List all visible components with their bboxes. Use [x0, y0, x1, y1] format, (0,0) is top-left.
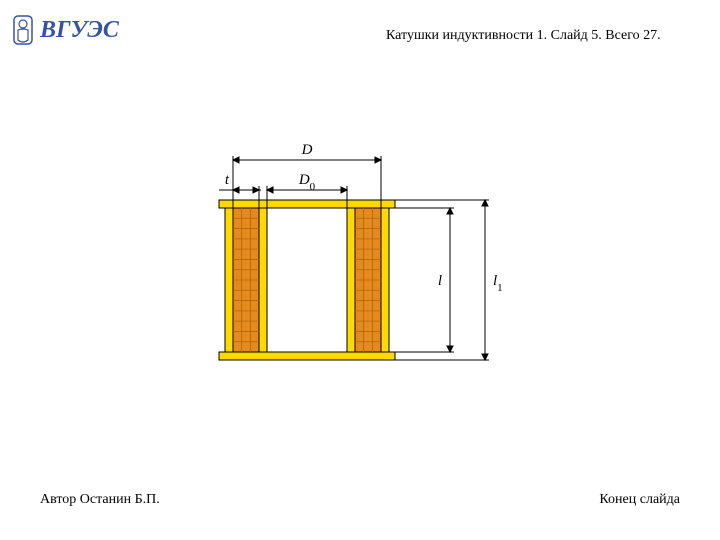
coil-diagram: DD0tll1 [0, 0, 720, 540]
coil-group [219, 200, 395, 360]
svg-text:l1: l1 [493, 273, 503, 294]
diagram-svg: DD0tll1 [0, 0, 720, 540]
svg-text:t: t [225, 172, 230, 188]
svg-text:l: l [438, 273, 442, 289]
svg-text:D: D [301, 142, 313, 158]
